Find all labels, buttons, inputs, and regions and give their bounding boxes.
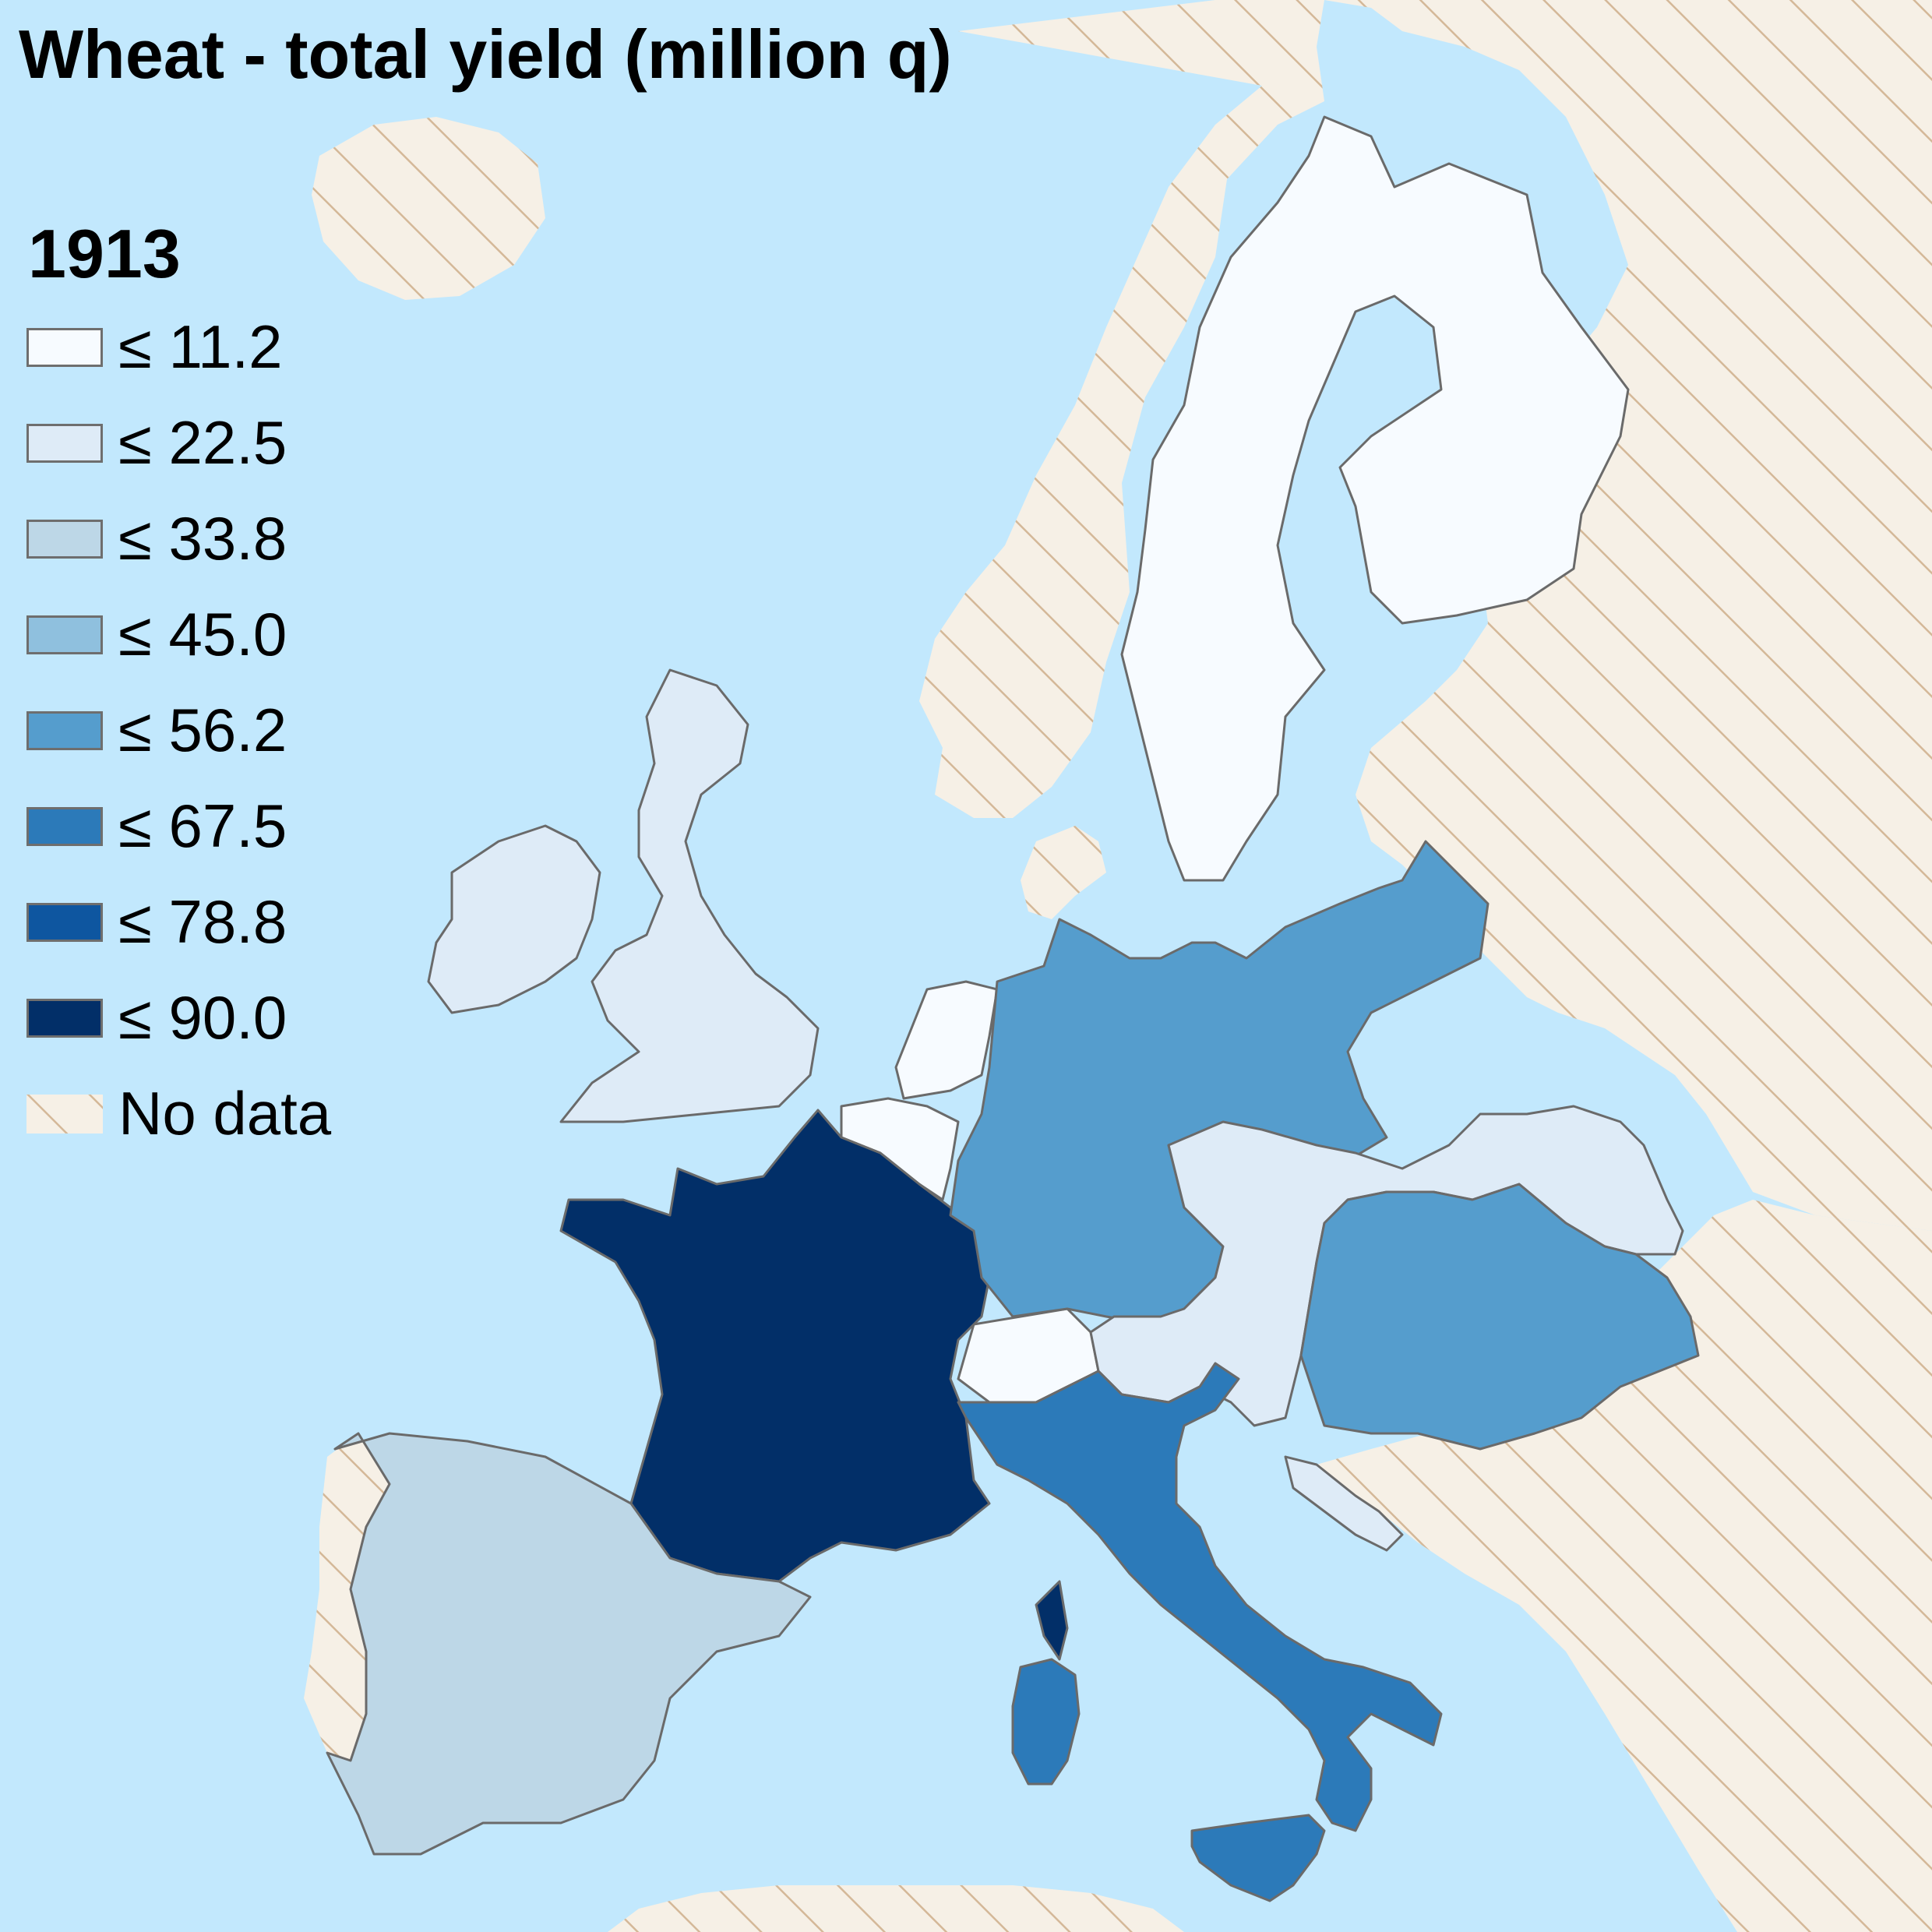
legend-label: ≤ 90.0 — [118, 983, 287, 1052]
legend-row: ≤ 78.8 — [26, 874, 331, 970]
region-united-kingdom[interactable] — [559, 668, 820, 1123]
legend-swatch — [26, 327, 103, 367]
region-sweden-finland[interactable] — [1120, 115, 1630, 882]
region-ireland[interactable] — [427, 824, 601, 1014]
region-dalmatia[interactable] — [1284, 1455, 1404, 1552]
region-hungary[interactable] — [1299, 1183, 1700, 1451]
legend-row-no-data: No data — [26, 1066, 331, 1162]
legend-swatch — [26, 519, 103, 559]
legend-label: ≤ 67.5 — [118, 791, 287, 860]
region-corsica[interactable] — [1035, 1580, 1069, 1661]
legend-classes: ≤ 11.2 ≤ 22.5 ≤ 33.8 ≤ 45.0 ≤ 56.2 ≤ 67.5 ≤ 78… — [26, 299, 331, 1066]
region-norway — [919, 0, 1324, 818]
region-iceland — [312, 117, 545, 300]
legend-label: ≤ 11.2 — [118, 312, 283, 381]
legend-swatch — [26, 998, 103, 1038]
legend-label: ≤ 78.8 — [118, 887, 287, 956]
region-germany[interactable] — [949, 840, 1490, 1326]
legend-row: ≤ 33.8 — [26, 491, 331, 587]
legend-label: ≤ 56.2 — [118, 696, 287, 764]
legend-row: ≤ 22.5 — [26, 395, 331, 491]
legend-swatch — [26, 806, 103, 846]
legend-swatch — [26, 902, 103, 942]
legend-label: ≤ 33.8 — [118, 504, 287, 573]
legend-row: ≤ 45.0 — [26, 587, 331, 682]
legend-label: ≤ 45.0 — [118, 600, 287, 668]
region-balkans — [1317, 1200, 1932, 1932]
region-spain[interactable] — [326, 1432, 812, 1856]
map-title: Wheat - total yield (million q) — [19, 16, 952, 93]
legend-swatch — [26, 423, 103, 463]
legend-swatch — [26, 615, 103, 654]
region-denmark — [1021, 826, 1106, 919]
region-sardinia[interactable] — [1011, 1658, 1081, 1786]
countries — [326, 115, 1700, 1902]
region-portugal — [304, 1433, 390, 1761]
legend-swatch-no-data — [26, 1094, 103, 1133]
legend-row: ≤ 11.2 — [26, 299, 331, 395]
legend-row: ≤ 67.5 — [26, 778, 331, 874]
legend-label: ≤ 22.5 — [118, 408, 287, 477]
legend: 1913 ≤ 11.2 ≤ 22.5 ≤ 33.8 ≤ 45.0 ≤ 56.2 ≤ 67.… — [26, 220, 331, 1162]
region-turkey — [1792, 1285, 1932, 1558]
region-netherlands[interactable] — [894, 980, 999, 1100]
legend-swatch — [26, 710, 103, 750]
region-sicily[interactable] — [1190, 1814, 1326, 1902]
legend-row: ≤ 90.0 — [26, 970, 331, 1066]
legend-label-no-data: No data — [118, 1079, 332, 1148]
region-north-africa — [608, 1885, 1184, 1932]
legend-row: ≤ 56.2 — [26, 682, 331, 778]
region-italy[interactable] — [957, 1362, 1443, 1832]
legend-year: 1913 — [28, 215, 181, 292]
